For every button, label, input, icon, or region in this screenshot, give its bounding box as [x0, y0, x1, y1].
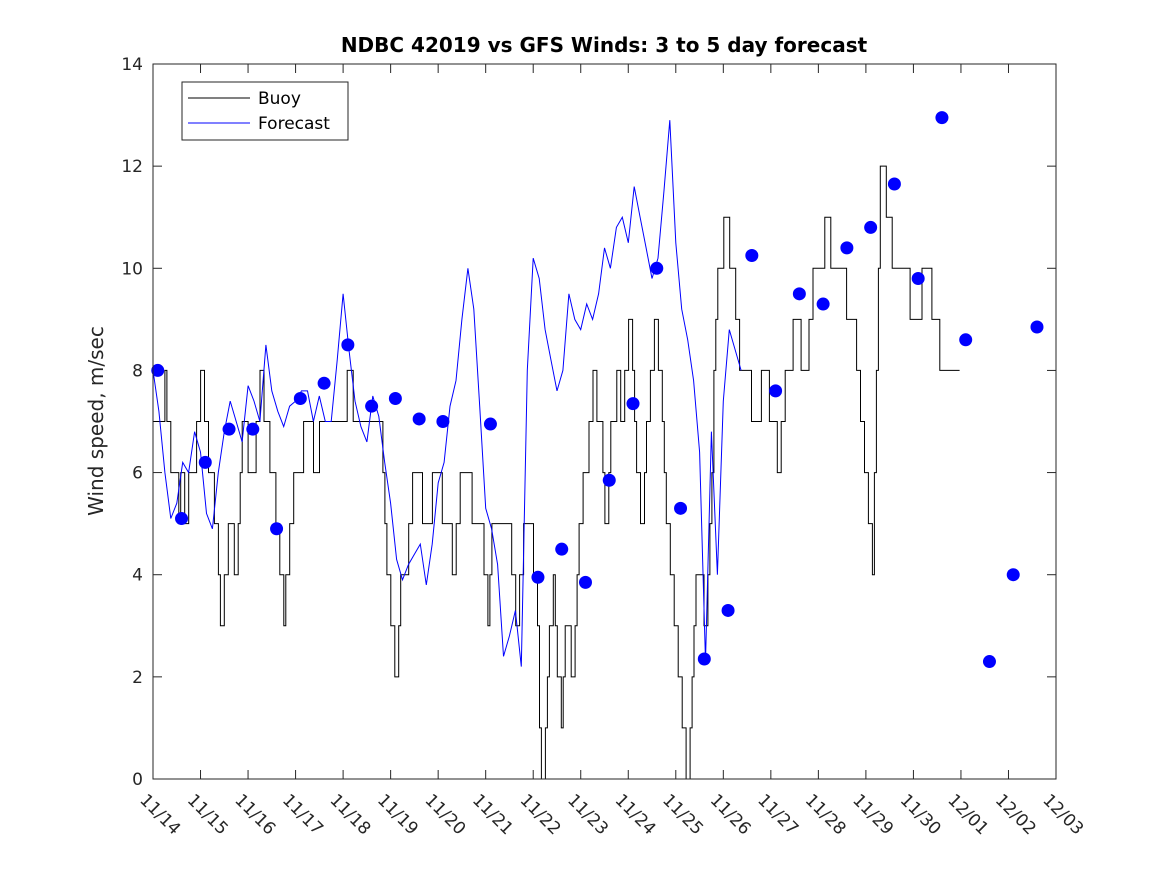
forecast-marker — [341, 338, 355, 352]
y-tick-label: 0 — [132, 770, 143, 790]
series-line-forecast — [152, 120, 742, 667]
forecast-marker — [935, 111, 949, 125]
forecast-marker — [745, 249, 759, 263]
y-axis-label: Wind speed, m/sec — [84, 326, 108, 516]
forecast-marker — [412, 412, 426, 426]
forecast-marker — [151, 363, 165, 377]
forecast-marker — [911, 272, 925, 285]
legend-box — [181, 81, 349, 141]
forecast-marker — [555, 542, 569, 556]
forecast-marker — [626, 397, 640, 411]
y-tick-label: 10 — [121, 259, 143, 279]
chart-title: NDBC 42019 vs GFS Winds: 3 to 5 day fore… — [341, 33, 868, 57]
legend-label-buoy: Buoy — [258, 89, 301, 109]
forecast-marker — [959, 333, 973, 347]
forecast-marker — [246, 422, 260, 436]
series-line-buoy — [153, 165, 960, 780]
forecast-marker — [270, 522, 284, 536]
forecast-marker — [602, 473, 616, 487]
forecast-marker — [222, 422, 236, 436]
forecast-marker — [1030, 320, 1044, 334]
forecast-marker — [982, 655, 996, 669]
forecast-marker — [293, 392, 307, 406]
axis-ticks — [152, 63, 1057, 780]
legend: Buoy Forecast — [181, 81, 349, 141]
forecast-marker — [436, 415, 450, 428]
y-tick-label: 2 — [132, 668, 143, 688]
forecast-marker — [816, 297, 830, 311]
forecast-marker — [578, 575, 592, 589]
y-tick-label: 14 — [121, 55, 143, 75]
forecast-marker — [887, 177, 901, 191]
forecast-marker — [674, 501, 688, 515]
forecast-marker — [1006, 568, 1020, 582]
forecast-marker — [721, 603, 735, 617]
forecast-marker — [483, 417, 497, 431]
plot-frame — [152, 63, 1057, 780]
y-tick-label: 4 — [132, 566, 143, 586]
forecast-marker — [697, 652, 711, 666]
forecast-marker — [531, 570, 545, 584]
forecast-marker — [792, 287, 806, 301]
y-tick-label: 8 — [132, 361, 143, 381]
forecast-marker — [365, 399, 379, 413]
forecast-marker — [650, 261, 664, 275]
forecast-marker — [769, 384, 783, 398]
forecast-marker — [198, 455, 212, 469]
forecast-marker — [840, 241, 854, 255]
forecast-marker — [175, 512, 189, 526]
y-tick-label: 6 — [132, 464, 143, 484]
forecast-marker — [864, 220, 878, 234]
legend-label-forecast: Forecast — [258, 114, 330, 134]
forecast-marker — [388, 392, 402, 406]
plot-area — [151, 111, 1044, 780]
forecast-marker — [317, 376, 331, 390]
y-tick-label: 12 — [121, 157, 143, 177]
